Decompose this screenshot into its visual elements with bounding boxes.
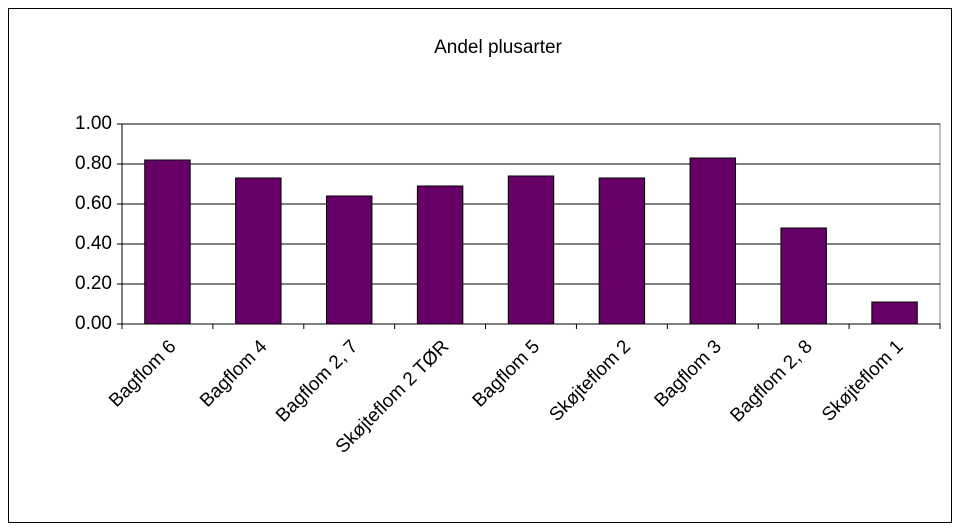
bar <box>598 177 646 325</box>
bar <box>780 227 827 325</box>
y-tick-label: 0.80 <box>75 153 112 174</box>
bar <box>507 175 555 325</box>
y-tick-label: 0.40 <box>75 233 112 254</box>
bar <box>144 159 191 325</box>
y-tick-label: 1.00 <box>75 113 112 134</box>
chart-title: Andel plusarter <box>434 37 562 58</box>
bar <box>326 195 373 325</box>
bar <box>235 177 282 325</box>
y-tick-label: 0.20 <box>75 273 112 294</box>
bar <box>689 157 736 325</box>
bar <box>871 301 918 325</box>
y-tick-label: 0.60 <box>75 193 112 214</box>
bar <box>416 185 464 325</box>
y-tick-label: 0.00 <box>75 313 112 334</box>
